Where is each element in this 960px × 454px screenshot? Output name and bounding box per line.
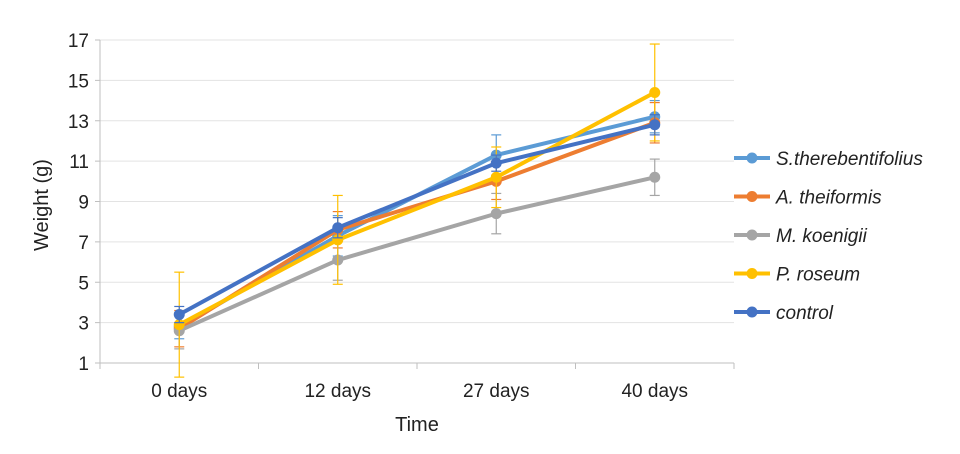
x-axis-label: Time [395,414,439,436]
y-tick-label: 5 [78,273,89,294]
legend-item: M. koenigii [734,226,868,247]
x-tick-label: 12 days [304,381,371,402]
y-tick-label: 15 [68,71,89,92]
data-point [649,119,661,131]
x-tick-label: 40 days [621,381,688,402]
series-line [177,175,657,333]
y-tick-label: 9 [78,193,89,214]
legend-swatch-marker [746,268,758,279]
x-tick-label: 27 days [463,381,530,402]
legend-item: control [734,303,834,324]
series-line [177,120,657,331]
legend-label: M. koenigii [776,226,868,247]
series-line [177,90,657,327]
grid-lines [100,39,734,324]
series-3 [173,43,661,378]
series-line [177,122,657,317]
legend-item: P. roseum [734,265,860,286]
data-point [332,222,344,234]
y-tick-label: 1 [78,354,89,375]
y-tick-label: 3 [78,314,89,335]
y-tick-label: 17 [68,31,89,52]
data-point [649,86,661,98]
series-0 [173,99,661,340]
series-2 [173,158,661,350]
data-point [173,309,185,321]
y-tick-label: 11 [69,152,89,173]
series-4 [173,114,661,324]
data-point [173,319,185,331]
data-point [332,234,344,246]
legend-item: S.therebentifolius [734,149,923,170]
series-group [173,43,661,378]
legend-label: P. roseum [776,265,860,286]
x-tick-label: 0 days [151,381,207,402]
legend-swatch-marker [746,306,758,318]
y-tick-label: 7 [78,233,89,254]
data-point [490,208,502,220]
legend-swatch-marker [746,191,758,202]
legend-label: S.therebentifolius [776,149,923,170]
legend-item: A. theiformis [734,188,882,209]
data-point [649,171,661,183]
x-tick-labels: 0 days 12 days 27 days 40 days [151,381,688,402]
data-point [490,157,502,169]
legend-swatch-marker [746,152,758,164]
axes [95,39,735,369]
legend-swatch-marker [746,229,758,241]
data-point [490,171,502,183]
y-tick-label: 13 [68,112,89,133]
legend-label: A. theiformis [775,188,882,209]
legend-label: control [776,303,834,324]
y-axis-label: Weight (g) [31,159,53,251]
legend: S.therebentifolius A. theiformis M. koenig… [734,149,923,324]
